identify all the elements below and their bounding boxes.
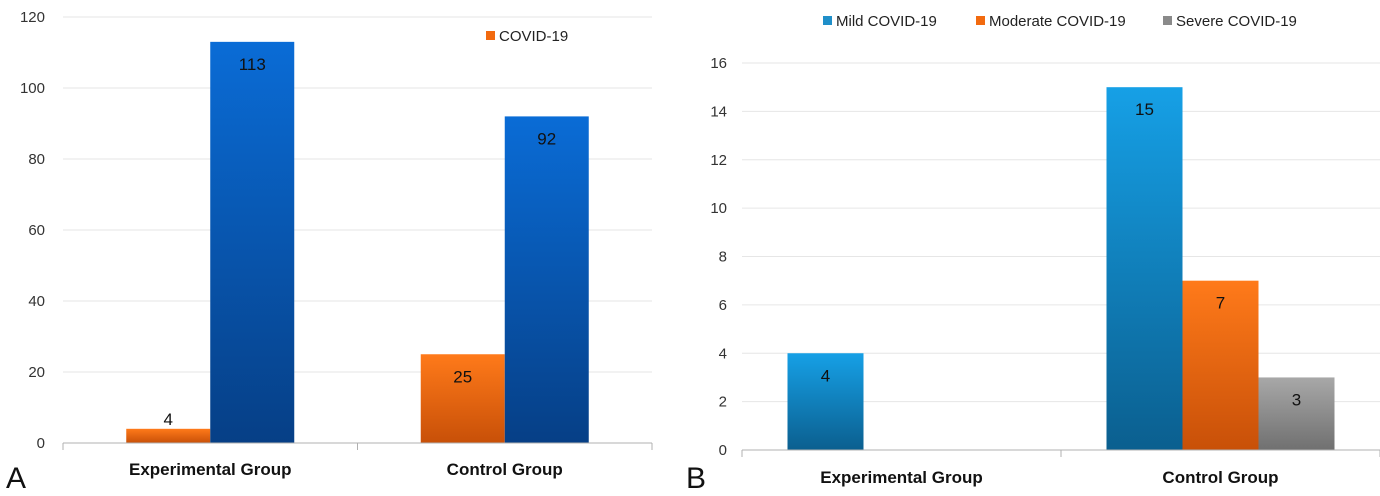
y-tick-label: 40 — [28, 293, 45, 310]
legend: COVID-19 — [486, 28, 568, 45]
bar — [504, 116, 589, 444]
bar — [420, 354, 505, 443]
legend-swatch-severe — [1163, 16, 1172, 25]
data-label: 4 — [821, 366, 830, 385]
y-tick-label: 14 — [710, 103, 727, 120]
y-tick-label: 120 — [20, 9, 45, 26]
x-axis-categories: Experimental Group Control Group — [62, 443, 653, 479]
data-label: 92 — [537, 129, 556, 148]
legend-label-covid-19: COVID-19 — [499, 28, 568, 45]
data-label: 25 — [453, 367, 472, 386]
bar — [1106, 87, 1183, 450]
y-axis-ticks: 0 2 4 6 8 10 12 14 16 — [710, 55, 727, 459]
data-label: 4 — [164, 410, 173, 429]
grid-lines — [742, 62, 1380, 403]
legend: Mild COVID-19 Moderate COVID-19 Severe C… — [823, 13, 1297, 30]
chart-panel-b: Mild COVID-19 Moderate COVID-19 Severe C… — [686, 13, 1380, 495]
panel-label-a: A — [6, 462, 26, 495]
y-tick-label: 10 — [710, 200, 727, 217]
y-tick-label: 4 — [719, 345, 727, 362]
data-label: 7 — [1216, 294, 1225, 313]
y-tick-label: 8 — [719, 249, 727, 266]
x-category-label: Experimental Group — [129, 460, 291, 479]
y-tick-label: 20 — [28, 364, 45, 381]
legend-label-mild: Mild COVID-19 — [836, 13, 937, 30]
chart-panel-a: 0 20 40 60 80 100 120 4 113 25 92 Experimental Gr… — [6, 9, 653, 495]
bars — [126, 41, 589, 444]
x-axis-categories: Experimental Group Control Group — [741, 450, 1380, 487]
y-tick-label: 6 — [719, 297, 727, 314]
x-category-label: Control Group — [1162, 468, 1278, 487]
x-category-label: Control Group — [447, 460, 563, 479]
y-tick-label: 0 — [719, 442, 727, 459]
y-tick-label: 16 — [710, 55, 727, 72]
y-tick-label: 80 — [28, 151, 45, 168]
data-labels: 4 15 7 3 — [821, 100, 1301, 409]
legend-swatch-moderate — [976, 16, 985, 25]
legend-swatch-mild — [823, 16, 832, 25]
bar — [126, 428, 211, 443]
data-label: 113 — [239, 55, 266, 74]
bars — [787, 87, 1335, 450]
legend-label-severe: Severe COVID-19 — [1176, 13, 1297, 30]
y-tick-label: 100 — [20, 80, 45, 97]
bar — [1182, 280, 1259, 450]
bar — [1258, 377, 1335, 450]
y-tick-label: 0 — [37, 435, 45, 452]
bar — [787, 353, 864, 450]
x-category-label: Experimental Group — [820, 468, 982, 487]
bar — [210, 41, 295, 443]
y-tick-label: 12 — [710, 152, 727, 169]
data-labels: 4 113 25 92 — [164, 55, 557, 429]
y-axis-ticks: 0 20 40 60 80 100 120 — [20, 9, 45, 452]
panel-label-b: B — [686, 462, 706, 495]
data-label: 3 — [1292, 390, 1301, 409]
legend-label-moderate: Moderate COVID-19 — [989, 13, 1126, 30]
legend-swatch-covid-19 — [486, 31, 495, 40]
y-tick-label: 2 — [719, 394, 727, 411]
y-tick-label: 60 — [28, 222, 45, 239]
data-label: 15 — [1135, 100, 1154, 119]
